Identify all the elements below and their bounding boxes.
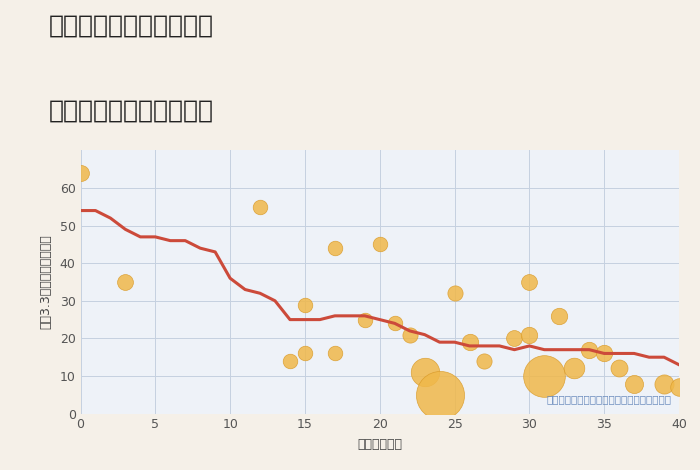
Point xyxy=(629,380,640,387)
Point xyxy=(329,350,340,357)
Point xyxy=(329,244,340,252)
Point xyxy=(509,335,520,342)
Point xyxy=(479,357,490,365)
Point xyxy=(404,331,415,338)
Point xyxy=(255,203,266,211)
Point xyxy=(584,346,595,353)
Text: 築年数別中古戸建て価格: 築年数別中古戸建て価格 xyxy=(49,99,214,123)
Point xyxy=(449,290,460,297)
Point xyxy=(598,350,610,357)
Point xyxy=(75,169,86,177)
Point xyxy=(659,380,670,387)
Point xyxy=(359,316,370,323)
Point xyxy=(284,357,295,365)
Point xyxy=(613,365,624,372)
Point xyxy=(300,350,311,357)
Point xyxy=(300,301,311,308)
Point xyxy=(539,372,550,380)
Y-axis label: 坪（3.3㎡）単価（万円）: 坪（3.3㎡）単価（万円） xyxy=(40,235,52,329)
Text: 円の大きさは、取引のあった物件面積を示す: 円の大きさは、取引のあった物件面積を示す xyxy=(547,394,671,404)
Point xyxy=(673,384,685,391)
X-axis label: 築年数（年）: 築年数（年） xyxy=(357,439,402,451)
Text: 福岡県大牟田市長溝町の: 福岡県大牟田市長溝町の xyxy=(49,14,214,38)
Point xyxy=(554,312,565,320)
Point xyxy=(120,278,131,286)
Point xyxy=(419,368,430,376)
Point xyxy=(374,241,385,248)
Point xyxy=(389,320,400,327)
Point xyxy=(524,331,535,338)
Point xyxy=(568,365,580,372)
Point xyxy=(434,391,445,399)
Point xyxy=(524,278,535,286)
Point xyxy=(464,338,475,346)
